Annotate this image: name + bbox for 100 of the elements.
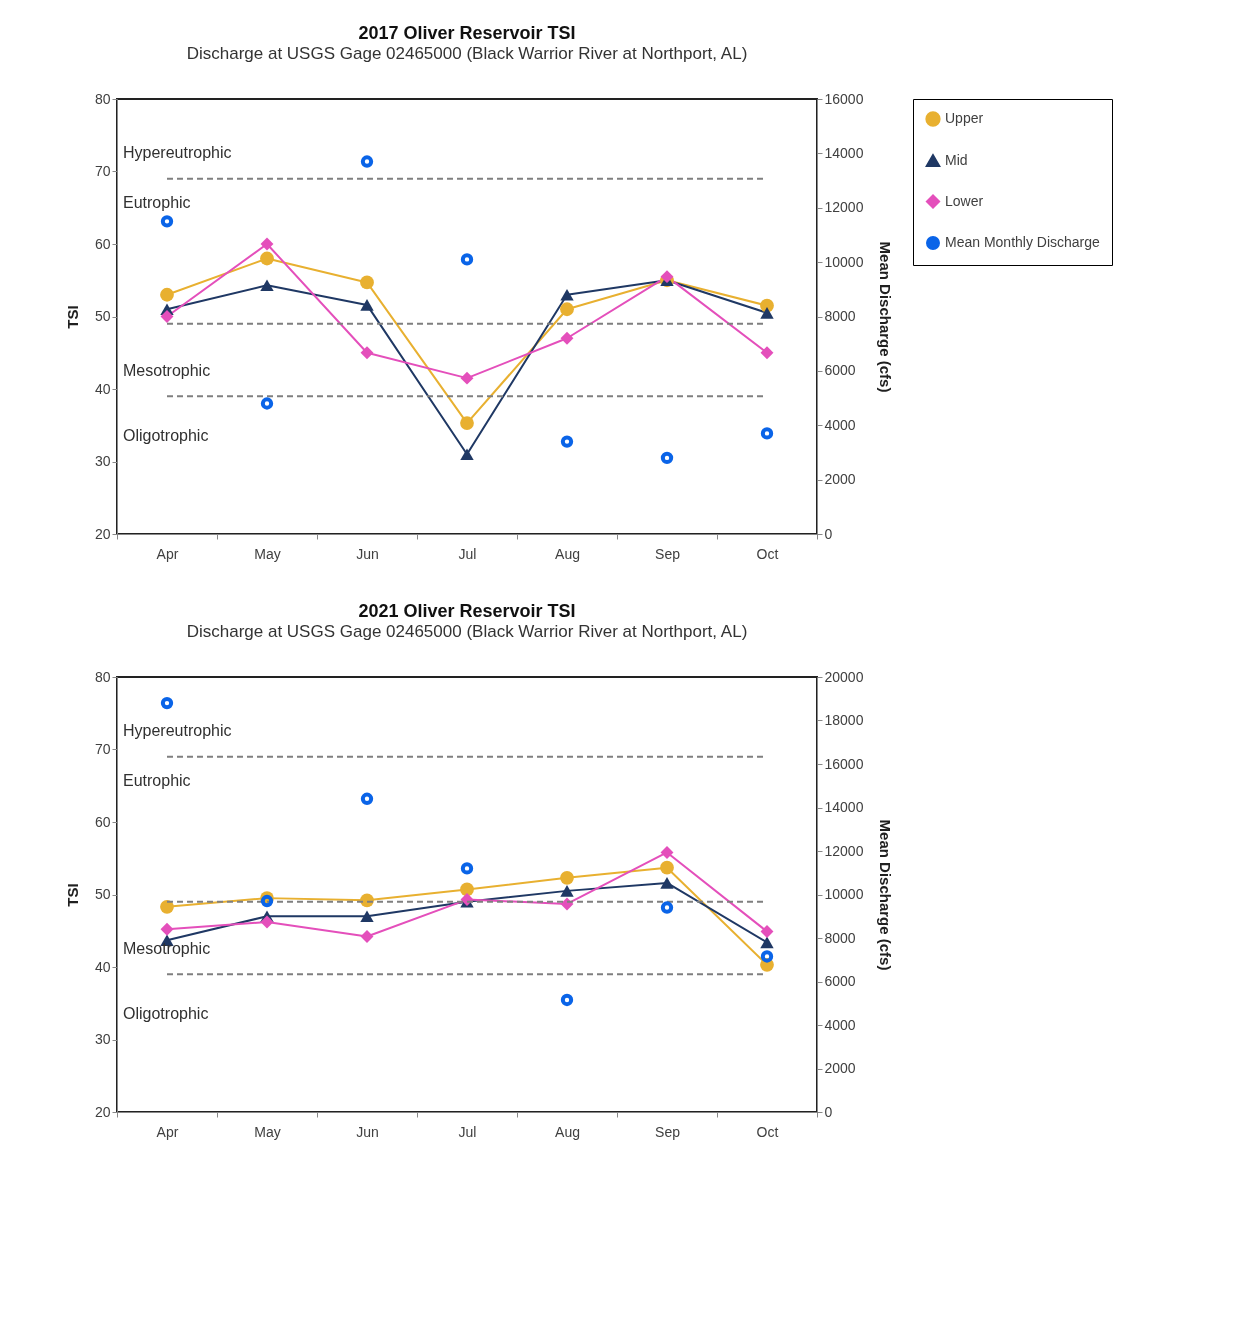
annotation: Hypereutrophic <box>123 722 232 740</box>
point <box>660 270 674 284</box>
y-axis-title: TSI <box>63 305 81 329</box>
y2-tick-label: 20000 <box>824 668 864 685</box>
legend-label: Mean Monthly Discharge <box>945 234 1101 250</box>
legend-label: Upper <box>945 110 984 126</box>
y2-tick-label: 16000 <box>824 755 864 772</box>
y-tick-label: 40 <box>94 380 111 397</box>
point <box>360 930 374 943</box>
y2-axis-title: Mean Discharge (cfs) <box>877 819 895 971</box>
chart-subtitle: Discharge at USGS Gage 02465000 (Black Warrior River at Northport, AL) <box>186 44 748 63</box>
point <box>560 435 574 448</box>
point <box>660 845 674 859</box>
x-tick-label: Aug <box>555 1123 580 1140</box>
point <box>260 251 274 266</box>
point <box>360 275 374 290</box>
chart-subtitle: Discharge at USGS Gage 02465000 (Black Warrior River at Northport, AL) <box>186 622 748 641</box>
point <box>460 862 474 875</box>
point <box>660 901 674 914</box>
point <box>760 307 774 319</box>
x-tick-label: Oct <box>756 545 779 562</box>
point <box>360 792 374 805</box>
y2-tick-label: 12000 <box>824 842 864 859</box>
x-tick-label: May <box>254 545 281 562</box>
y2-tick-label: 0 <box>824 525 833 542</box>
annotation: Hypereutrophic <box>123 144 232 162</box>
y-tick-label: 30 <box>94 1031 111 1047</box>
y-tick-label: 30 <box>94 453 111 469</box>
x-tick-label: Jun <box>356 545 379 562</box>
y-tick-label: 70 <box>94 741 111 757</box>
point <box>360 299 374 311</box>
y2-tick-label: 0 <box>824 1103 833 1120</box>
x-tick-label: Jun <box>356 1123 379 1140</box>
point <box>360 346 374 360</box>
x-tick-label: Apr <box>156 545 179 562</box>
legend-label: Lower <box>945 192 984 209</box>
chart-title: 2021 Oliver Reservoir TSI <box>358 601 576 621</box>
y-tick-label: 80 <box>94 90 111 107</box>
x-tick-label: May <box>254 1123 281 1140</box>
point <box>460 253 474 266</box>
annotation: Oligotrophic <box>123 427 209 445</box>
y2-tick-label: 6000 <box>824 973 856 989</box>
legend-label: Mid <box>945 151 968 168</box>
y2-tick-label: 8000 <box>824 308 856 324</box>
y2-tick-label: 14000 <box>824 144 864 161</box>
y2-tick-label: 18000 <box>824 712 864 728</box>
point <box>660 877 674 889</box>
point <box>760 346 774 360</box>
y2-tick-label: 14000 <box>824 799 864 815</box>
x-tick-label: Apr <box>156 1123 179 1140</box>
x-tick-label: Oct <box>756 1123 779 1140</box>
y-tick-label: 80 <box>94 668 111 685</box>
point <box>460 882 474 897</box>
x-tick-label: Jul <box>458 545 477 562</box>
point <box>460 371 474 385</box>
point <box>160 922 174 936</box>
point <box>760 936 774 949</box>
point <box>560 288 574 301</box>
y2-tick-label: 4000 <box>824 416 856 433</box>
x-tick-label: Sep <box>655 545 681 562</box>
y-tick-label: 50 <box>94 308 111 324</box>
point <box>560 302 574 317</box>
y-tick-label: 70 <box>94 163 111 179</box>
point <box>760 427 774 440</box>
point <box>260 237 274 251</box>
point <box>160 696 174 710</box>
annotation: Mesotrophic <box>123 939 211 957</box>
y2-axis-title: Mean Discharge (cfs) <box>877 241 895 393</box>
point <box>460 448 474 461</box>
point <box>160 899 174 914</box>
point <box>160 215 174 228</box>
y2-tick-label: 10000 <box>824 253 864 270</box>
y2-tick-label: 12000 <box>824 199 864 216</box>
point <box>560 870 574 885</box>
y2-tick-label: 8000 <box>824 929 856 946</box>
y-tick-label: 60 <box>94 235 111 252</box>
point <box>760 950 774 963</box>
point <box>560 885 574 897</box>
point <box>460 416 474 430</box>
point <box>260 915 274 929</box>
y-tick-label: 50 <box>94 886 111 902</box>
annotation: Eutrophic <box>123 772 191 790</box>
annotation: Mesotrophic <box>123 361 211 379</box>
y-tick-label: 40 <box>94 958 111 975</box>
y2-tick-label: 4000 <box>824 1016 856 1033</box>
point <box>360 155 374 168</box>
point <box>560 993 574 1007</box>
y2-tick-label: 2000 <box>824 1060 856 1076</box>
x-tick-label: Jul <box>458 1123 477 1140</box>
point <box>660 860 674 875</box>
annotation: Oligotrophic <box>123 1005 209 1023</box>
point <box>260 397 274 410</box>
y-tick-label: 20 <box>94 1103 111 1120</box>
y-tick-label: 20 <box>94 525 111 542</box>
chart-title: 2017 Oliver Reservoir TSI <box>358 23 576 43</box>
x-tick-label: Sep <box>655 1123 681 1140</box>
point <box>160 287 174 302</box>
annotation: Eutrophic <box>123 194 191 212</box>
x-tick-label: Aug <box>555 545 580 562</box>
y2-tick-label: 16000 <box>824 90 864 107</box>
